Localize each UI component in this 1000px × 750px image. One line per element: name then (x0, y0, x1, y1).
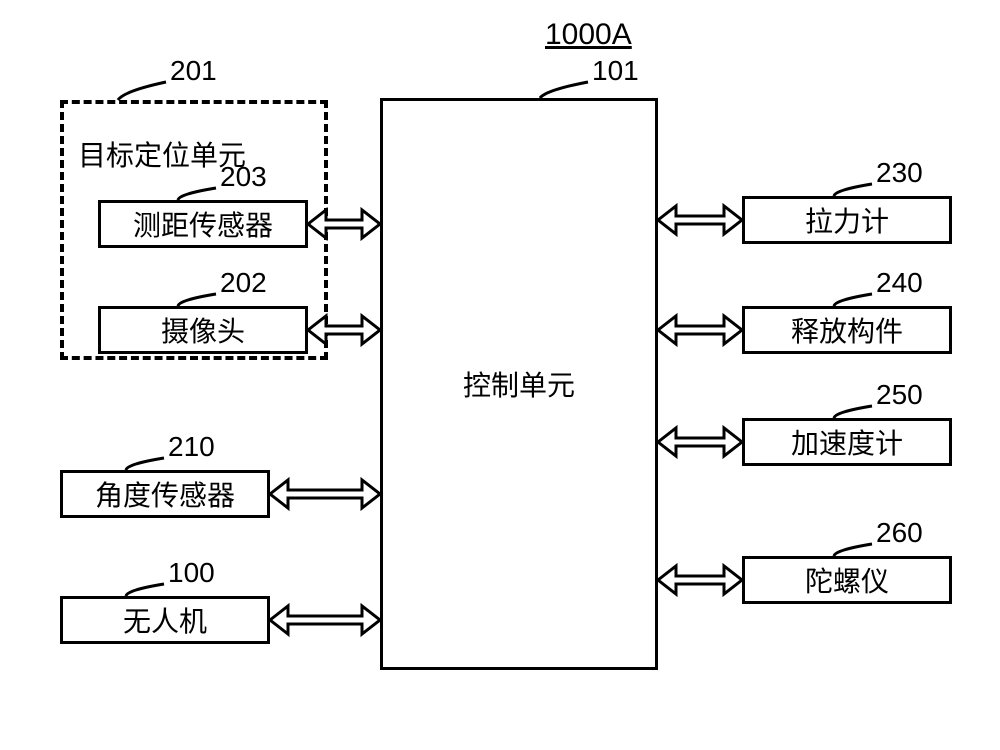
svg-text:250: 250 (876, 379, 923, 410)
svg-text:240: 240 (876, 267, 923, 298)
svg-text:260: 260 (876, 517, 923, 548)
block-label: 角度传感器 (95, 474, 235, 514)
block-angle-sensor: 角度传感器 (60, 470, 270, 518)
figure-id: 1000A (545, 18, 632, 52)
block-accelerometer: 加速度计 (742, 418, 952, 466)
block-camera: 摄像头 (98, 306, 308, 354)
block-control-unit: 控制单元 (380, 98, 658, 670)
block-release-member: 释放构件 (742, 306, 952, 354)
diagram-canvas: 1000A 控制单元 目标定位单元 测距传感器 摄像头 角度传感器 无人机 拉力… (0, 0, 1000, 750)
block-label: 无人机 (123, 600, 207, 640)
block-label: 测距传感器 (133, 204, 273, 244)
target-unit-label: 目标定位单元 (78, 134, 246, 174)
svg-text:101: 101 (592, 55, 639, 86)
block-drone: 无人机 (60, 596, 270, 644)
block-gyroscope: 陀螺仪 (742, 556, 952, 604)
block-label: 释放构件 (791, 310, 903, 350)
block-pull-meter: 拉力计 (742, 196, 952, 244)
svg-text:230: 230 (876, 157, 923, 188)
svg-text:201: 201 (170, 55, 217, 86)
block-label: 加速度计 (791, 422, 903, 462)
svg-text:100: 100 (168, 557, 215, 588)
block-label: 拉力计 (805, 200, 889, 240)
svg-text:210: 210 (168, 431, 215, 462)
block-range-sensor: 测距传感器 (98, 200, 308, 248)
block-label: 陀螺仪 (805, 560, 889, 600)
block-label: 控制单元 (463, 364, 575, 404)
block-label: 摄像头 (161, 310, 245, 350)
